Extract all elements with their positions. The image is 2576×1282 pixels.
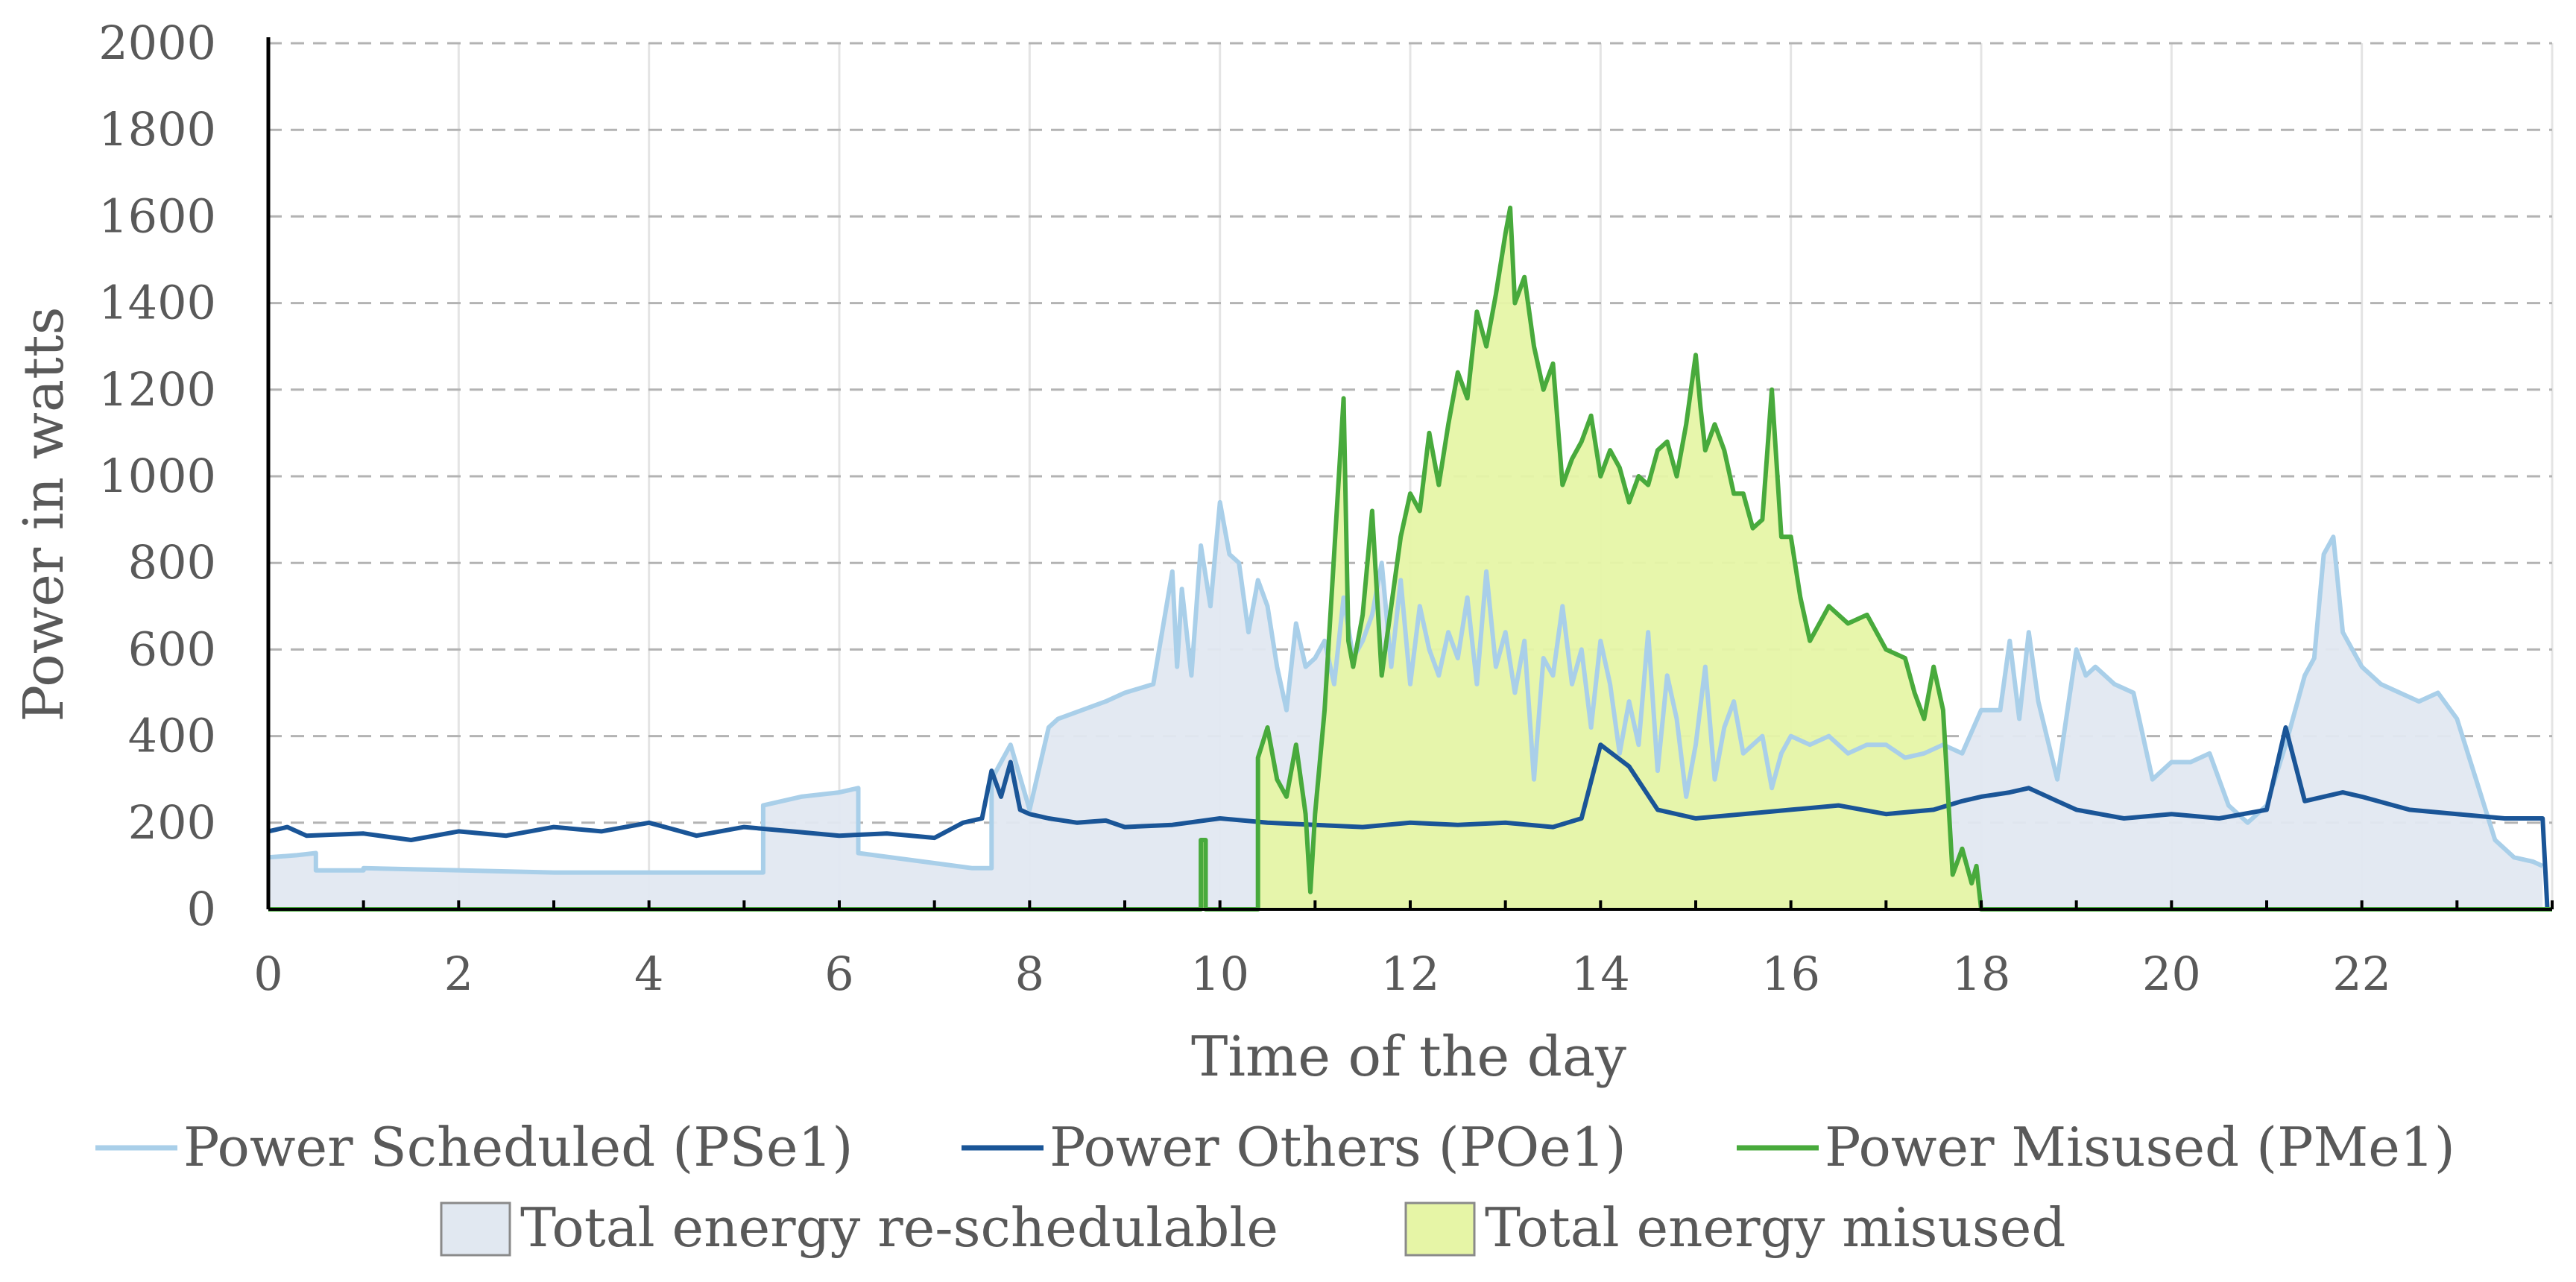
y-tick-label: 1800 [98,102,216,157]
series-line-power-misused-pme1- [268,205,2552,912]
plot-lines [268,205,2552,912]
x-tick-label: 22 [2332,947,2391,1001]
legend: Power Scheduled (PSe1) Power Others (POe1… [95,1116,2455,1259]
x-axis-title: Time of the day [1191,1025,1626,1089]
y-tick-label: 1000 [98,449,216,503]
x-tick-label: 8 [1015,947,1044,1001]
y-tick-label: 2000 [98,16,216,70]
y-tick-label: 400 [128,709,216,763]
x-tick-label: 18 [1952,947,2011,1001]
tick-labels: 0 200 400 600 800 1000 1200 1400 1600 1800 2000 0 2 4… [98,16,2391,1001]
y-tick-label: 1400 [98,276,216,330]
plot-areas [268,207,2552,909]
y-tick-label: 200 [128,795,216,850]
legend-label-power-scheduled-pse1-: Power Scheduled (PSe1) [183,1116,853,1178]
y-axis-title: Power in watts [12,306,76,721]
x-tick-label: 0 [253,947,282,1001]
legend-label-power-others-poe1-: Power Others (POe1) [1049,1116,1626,1178]
legend-label-power-misused-pme1-: Power Misused (PMe1) [1825,1116,2455,1178]
x-tick-label: 12 [1381,947,1440,1001]
x-tick-label: 10 [1190,947,1249,1001]
x-tick-label: 4 [634,947,663,1001]
x-tick-label: 14 [1571,947,1630,1001]
y-tick-label: 600 [128,622,216,676]
x-tick-label: 2 [444,947,473,1001]
y-tick-label: 1600 [98,189,216,243]
y-tick-label: 1200 [98,362,216,417]
legend-label-total-energy-re-schedulable: Total energy re-schedulable [520,1196,1278,1259]
series-line-power-others-poe1- [268,725,2550,910]
x-tick-label: 16 [1761,947,1820,1001]
axes [266,37,2554,911]
legend-swatch-total-energy-misused [1404,1202,1476,1257]
series-line-power-scheduled-pse1- [268,499,2544,875]
legend-swatch-total-energy-re-schedulable [440,1202,511,1257]
y-tick-label: 800 [128,535,216,590]
x-tick-label: 6 [824,947,853,1001]
y-tick-label: 0 [187,882,216,936]
legend-label-total-energy-misused: Total energy misused [1485,1196,2065,1259]
area-total-energy-misused [268,207,2552,909]
x-tick-label: 20 [2142,947,2201,1001]
